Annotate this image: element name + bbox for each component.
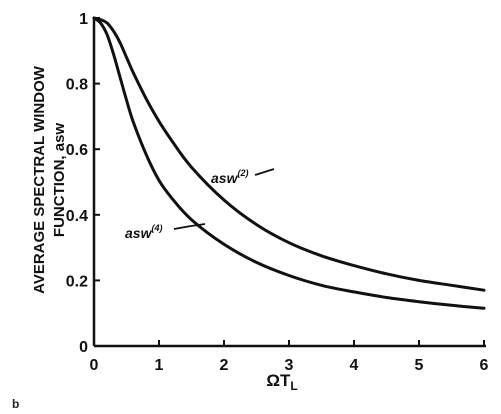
x-tick-label: 2: [220, 357, 229, 374]
y-tick-label: 0.6: [66, 142, 88, 159]
x-axis-ticks: 0 1 2 3 4 5 6: [90, 340, 489, 374]
annotation-leader: [254, 168, 275, 176]
annotation-layer: asw(2)asw(4): [125, 168, 275, 241]
x-axis-title-main: ΩT: [266, 371, 291, 390]
series-line-asw-4: [92, 16, 486, 310]
annotation-superscript: (2): [237, 168, 248, 178]
annotation-label: asw(2): [211, 168, 248, 186]
x-tick-label: 3: [285, 357, 294, 374]
annotation-superscript: (4): [151, 223, 162, 233]
annotation-label: asw(4): [125, 223, 162, 241]
y-tick-label: 0.2: [66, 273, 88, 290]
y-tick-label: 0.8: [66, 77, 88, 94]
y-axis-ticks: 0 0.2 0.4 0.6 0.8 1: [66, 11, 100, 356]
series-line-asw-2: [92, 16, 486, 292]
x-tick-label: 6: [480, 357, 489, 374]
series-layer: [92, 16, 486, 310]
x-axis-title: ΩTL: [266, 371, 297, 393]
x-axis-title-sub: L: [290, 379, 297, 393]
x-tick-label: 4: [350, 357, 359, 374]
x-tick-label: 0: [90, 357, 99, 374]
x-tick-label: 1: [155, 357, 164, 374]
y-axis-title-line1: AVERAGE SPECTRAL WINDOW: [31, 65, 48, 294]
corner-mark: b: [12, 397, 19, 411]
annotation-leader: [173, 223, 206, 230]
annotation-base: asw: [211, 170, 239, 186]
y-tick-label: 0: [79, 339, 88, 356]
y-tick-label: 1: [79, 11, 88, 28]
x-tick-label: 5: [415, 357, 424, 374]
y-axis-title-line2: FUNCTION, asw: [51, 123, 68, 238]
annotation-base: asw: [125, 225, 153, 241]
x-axis-title-text: ΩTL: [266, 371, 297, 393]
y-axis-title: AVERAGE SPECTRAL WINDOW FUNCTION, asw: [31, 65, 68, 294]
y-tick-label: 0.4: [66, 208, 88, 225]
